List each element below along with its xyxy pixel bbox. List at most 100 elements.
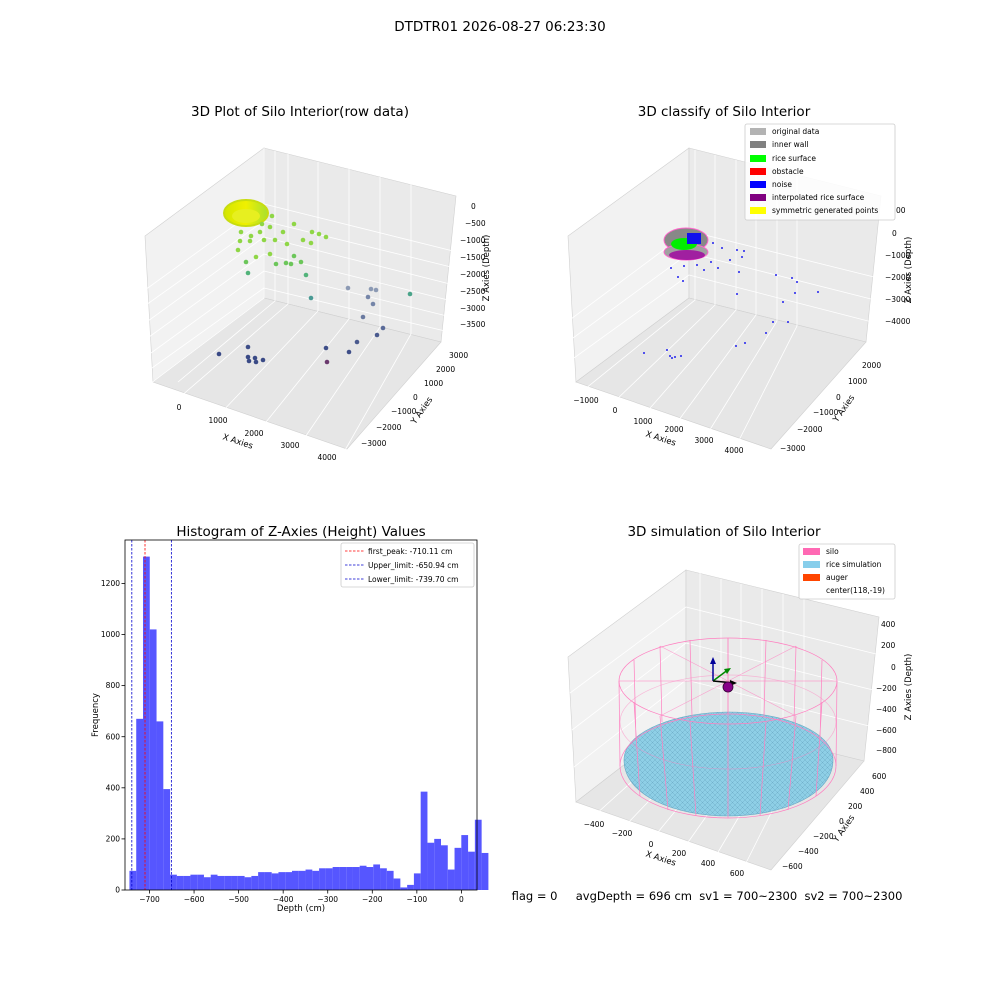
panel-histogram: Histogram of Z-Axies (Height) Values −70…	[91, 524, 489, 914]
histogram-bar	[319, 868, 326, 890]
sim-auger-center	[710, 657, 737, 693]
sim-x-tick: 600	[730, 869, 745, 878]
histogram-y-axis-label: Frequency	[91, 693, 101, 737]
classify-x-tick: −1000	[573, 396, 599, 405]
raw-y-tick: −3000	[361, 439, 387, 448]
legend-label-symmetric: symmetric generated points	[772, 206, 878, 215]
sim-y-tick: 0	[839, 817, 844, 826]
histogram-x-tick-label: −200	[362, 895, 383, 904]
histogram-bar	[312, 870, 320, 890]
legend-label-center: center(118,-19)	[826, 586, 885, 595]
histogram-bar	[332, 867, 340, 890]
raw-gridlines	[144, 148, 454, 467]
legend-swatch-obstacle	[750, 168, 766, 175]
histogram-x-tick-label: −600	[184, 895, 205, 904]
legend-swatch-original	[750, 128, 766, 135]
classify-y-tick: 1000	[848, 377, 867, 386]
histogram-bar	[197, 874, 204, 890]
sim-x-tick: −200	[612, 829, 633, 838]
histogram-y-tick-label: 200	[106, 835, 121, 844]
classify-z-tick: −3000	[885, 295, 911, 304]
raw-z-tick: −2500	[460, 287, 486, 296]
sim-x-tick: 0	[649, 840, 654, 849]
classify-gridlines	[570, 150, 879, 455]
sim-x-tick: 200	[672, 849, 687, 858]
classify-y-tick: 0	[836, 393, 841, 402]
sim-z-axis-label: Z Axies (Depth)	[904, 654, 914, 721]
silo-spokes	[619, 638, 837, 724]
histogram-x-tick-label: 0	[459, 895, 464, 904]
legend-label-silo: silo	[826, 547, 839, 556]
raw-x-tick: 2000	[244, 429, 263, 438]
raw-x-tick: 0	[177, 403, 182, 412]
histogram-bar	[366, 867, 374, 890]
histogram-x-axis-label: Depth (cm)	[277, 904, 325, 914]
classify-pane-floor	[575, 297, 867, 450]
histogram-bar	[203, 877, 211, 890]
histogram-bar	[163, 789, 171, 890]
legend-swatch-symmetric	[750, 207, 766, 214]
sim-x-tick: 400	[701, 859, 716, 868]
histogram-title: Histogram of Z-Axies (Height) Values	[176, 524, 425, 540]
simulation-status-footer: flag = 0 avgDepth = 696 cm sv1 = 700~230…	[512, 889, 903, 903]
legend-label-first-peak: first_peak: -710.11 cm	[368, 547, 452, 556]
sim-legend: silo rice simulation auger center(118,-1…	[798, 543, 896, 600]
histogram-bar	[136, 718, 144, 890]
histogram-bar	[143, 556, 150, 890]
sim-y-tick: −400	[798, 847, 819, 856]
auger-axis-x-arrow	[724, 668, 731, 674]
classify-z-tick: −4000	[885, 317, 911, 326]
legend-label-interpolated: interpolated rice surface	[772, 193, 865, 202]
histogram-x-tick-label: −700	[139, 895, 160, 904]
panel-classify: 3D classify of Silo Interior −1000 0 100…	[567, 104, 914, 455]
sim-y-tick: 600	[872, 772, 887, 781]
sim-rice-surface	[623, 711, 834, 817]
raw-z-axis-label: Z Axies (Depth)	[482, 235, 492, 302]
raw-x-tick: 3000	[280, 441, 299, 450]
classify-noise-points	[643, 242, 819, 359]
histogram-bar	[298, 870, 306, 890]
legend-label-rice-simulation: rice simulation	[826, 560, 882, 569]
sim-z-tick: 0	[891, 663, 896, 672]
classify-z-ticks: 00 0 −1000 −2000 −3000 −4000	[885, 206, 911, 326]
sim-z-tick: −400	[876, 705, 897, 714]
classify-y-tick: 2000	[862, 361, 881, 370]
histogram-legend: first_peak: -710.11 cm Upper_limit: -650…	[340, 542, 475, 588]
raw-y-ticks: 3000 2000 1000 0 −1000 −2000 −3000	[361, 351, 468, 448]
sim-y-tick: 200	[848, 802, 863, 811]
legend-label-original: original data	[772, 127, 819, 136]
sim-z-ticks: 400 200 0 −200 −400 −600 −800	[876, 620, 897, 755]
histogram-bar	[285, 872, 292, 890]
rice-simulation-mesh	[623, 711, 834, 817]
legend-swatch-noise	[750, 181, 766, 188]
raw-z-tick: −1500	[460, 253, 486, 262]
histogram-bar	[217, 875, 225, 890]
classify-z-tick: −2000	[885, 273, 911, 282]
legend-swatch-rice-surface	[750, 155, 766, 162]
histogram-bar	[359, 865, 367, 890]
histogram-bar	[400, 887, 408, 890]
classify-z-tick: −1000	[885, 251, 911, 260]
histogram-bar	[427, 842, 435, 890]
classify-interpolated-surface	[669, 250, 705, 260]
classify-x-tick: 4000	[724, 446, 743, 455]
legend-swatch-interpolated	[750, 194, 766, 201]
raw-y-tick: 2000	[436, 365, 455, 374]
sim-z-tick: 200	[881, 641, 896, 650]
classify-z-axis-label: Z Axies (Depth)	[904, 237, 914, 304]
histogram-y-tick-label: 0	[115, 886, 120, 895]
classify-panel-title: 3D classify of Silo Interior	[638, 104, 811, 120]
classify-point-cloud	[643, 227, 819, 359]
figure-suptitle: DTDTR01 2026-08-27 06:23:30	[394, 19, 606, 35]
auger-center-marker	[722, 681, 734, 693]
histogram-bar	[346, 867, 353, 890]
histogram-bar	[474, 819, 482, 890]
histogram-bar	[170, 874, 177, 890]
raw-z-tick: −1000	[460, 236, 486, 245]
histogram-x-tick-label: −500	[228, 895, 249, 904]
legend-label-inner-wall: inner wall	[772, 140, 809, 149]
histogram-bar	[176, 875, 184, 890]
histogram-bar	[380, 868, 387, 890]
histogram-bar	[183, 875, 191, 890]
